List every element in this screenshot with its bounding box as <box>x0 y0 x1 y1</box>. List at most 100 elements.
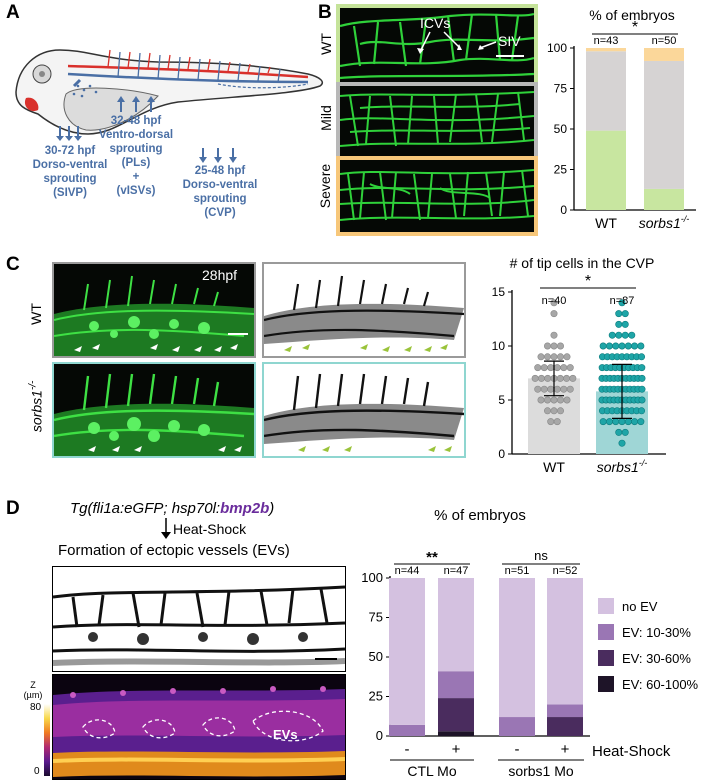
y-tick-label: 50 <box>554 122 568 136</box>
data-point <box>624 418 632 426</box>
micrograph-c-wt-green: 28hpf <box>52 262 256 358</box>
stacked-bar-segment <box>586 130 626 210</box>
stacked-bar-segment <box>644 60 684 189</box>
y-tick-label: 0 <box>376 728 383 743</box>
data-point <box>615 331 623 339</box>
significance-label: ns <box>534 548 548 563</box>
data-point <box>637 418 645 426</box>
data-point <box>624 342 632 350</box>
data-point <box>547 418 555 426</box>
data-point <box>599 418 607 426</box>
data-point <box>631 342 639 350</box>
data-point <box>638 374 646 382</box>
micrograph-c-mutant-inverted <box>262 362 466 458</box>
category-label: sorbs1-/- <box>639 214 690 231</box>
data-point <box>550 310 558 318</box>
stacked-bar-segment <box>389 578 425 725</box>
annotation-line: 30-72 hpf <box>44 145 96 157</box>
row-label-mild: Mild <box>318 105 334 131</box>
data-point <box>557 342 565 350</box>
data-point <box>560 364 568 372</box>
micrograph-b-wt: ICVs SIV <box>336 4 538 86</box>
group-label: sorbs1 Mo <box>508 763 574 779</box>
data-point <box>550 396 558 404</box>
data-point <box>537 396 545 404</box>
data-point <box>537 353 545 361</box>
n-label: n=47 <box>444 565 469 577</box>
data-point <box>553 418 561 426</box>
data-point <box>563 353 571 361</box>
arrows-cvp <box>199 148 237 163</box>
data-point <box>531 374 539 382</box>
stacked-bar-segment <box>547 578 583 705</box>
category-label: - <box>515 741 520 758</box>
heatshock-label: Heat-Shock <box>173 521 247 537</box>
ev-region-label: EVs <box>273 727 298 742</box>
data-point <box>618 342 626 350</box>
data-point <box>537 374 545 382</box>
data-point <box>544 342 552 350</box>
data-point <box>621 331 629 339</box>
ev-title: Formation of ectopic vessels (EVs) <box>58 542 290 559</box>
data-point <box>540 364 548 372</box>
data-point <box>628 331 636 339</box>
annotation-line: (SIVP) <box>53 187 87 199</box>
legend-swatch <box>598 624 614 640</box>
label-siv: SIV <box>498 33 521 49</box>
annotation-line: Dorso-ventral <box>32 159 108 171</box>
annotation-line: Ventro-dorsal <box>98 129 174 141</box>
chart-c-tip-cells: # of tip cells in the CVP 0 5 10 15 n=40 WT n=8… <box>492 255 666 475</box>
micrograph-c-wt-inverted <box>262 262 466 358</box>
legend-swatch <box>598 650 614 666</box>
annotation-line: (CVP) <box>204 207 236 219</box>
y-tick-label: 15 <box>492 285 506 299</box>
data-point <box>612 342 620 350</box>
data-point <box>605 342 613 350</box>
data-point <box>618 439 626 447</box>
stacked-bar-segment <box>438 578 474 672</box>
data-point <box>638 353 646 361</box>
annotation-line: Dorso-ventral <box>182 179 258 191</box>
data-point <box>553 385 561 393</box>
micrograph-b-severe <box>336 156 538 236</box>
data-point <box>566 364 574 372</box>
arrows-pls <box>117 96 155 112</box>
group-label: CTL Mo <box>407 763 456 779</box>
data-point <box>563 396 571 404</box>
row-label-severe: Severe <box>317 163 333 209</box>
category-label: sorbs1-/- <box>597 458 648 475</box>
annotation-line: + <box>132 171 140 183</box>
heatshock-arrow-icon <box>161 518 171 539</box>
annotation-line: sprouting <box>193 193 247 205</box>
panel-label-c: C <box>6 254 20 275</box>
y-tick-label: 75 <box>554 82 568 96</box>
stacked-bar-segment <box>438 671 474 699</box>
stacked-bar-segment <box>389 724 425 736</box>
panel-label-b: B <box>318 2 332 23</box>
data-point <box>540 385 548 393</box>
data-point <box>547 385 555 393</box>
micrograph-d-depth: EVs <box>52 674 346 780</box>
data-point <box>560 385 568 393</box>
annotation-cvp: 25-48 hpf Dorso-ventral sprouting (CVP) <box>172 164 268 220</box>
legend-label: EV: 30-60% <box>622 651 691 666</box>
row-label-c-wt: WT <box>28 303 44 325</box>
n-label: n=40 <box>542 295 567 307</box>
y-tick-label: 50 <box>369 649 383 664</box>
data-point <box>638 407 646 415</box>
significance-star: * <box>585 273 591 290</box>
data-point <box>534 385 542 393</box>
data-point <box>605 418 613 426</box>
y-tick-label: 10 <box>492 339 506 353</box>
legend-label: EV: 60-100% <box>622 677 699 692</box>
data-point <box>618 299 626 307</box>
arrows-sivp <box>56 126 82 141</box>
data-point <box>615 428 623 436</box>
chart-d-embryo-percent: % of embryos 0 25 50 75 100 n=44 - n=47 + n=51 - n=5… <box>361 507 699 779</box>
depth-max: 80 <box>30 702 42 713</box>
data-point <box>550 353 558 361</box>
annotation-line: sprouting <box>109 143 163 155</box>
significance-star: * <box>632 19 638 36</box>
legend-swatch <box>598 676 614 692</box>
data-point <box>631 418 639 426</box>
